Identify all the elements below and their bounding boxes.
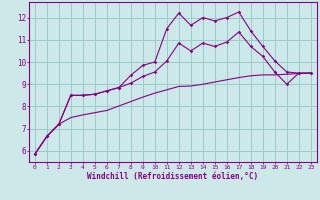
X-axis label: Windchill (Refroidissement éolien,°C): Windchill (Refroidissement éolien,°C)	[87, 172, 258, 181]
